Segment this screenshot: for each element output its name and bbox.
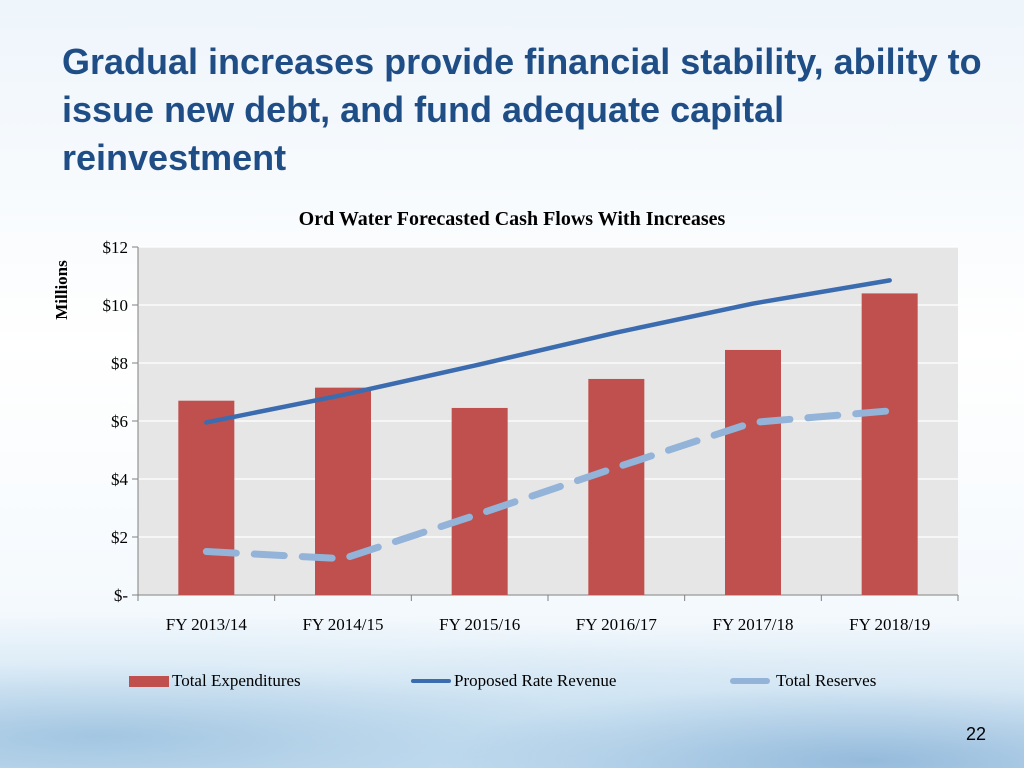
bar-total-expenditures	[451, 407, 508, 595]
line-total-reserves	[202, 407, 894, 563]
x-tick-label: FY 2015/16	[439, 615, 520, 634]
legend-swatch-revenue	[411, 679, 451, 683]
line-proposed-rate-revenue	[204, 278, 892, 425]
legend-item-proposed-rate-revenue: Proposed Rate Revenue	[411, 671, 616, 691]
y-tick-label: $8	[111, 354, 128, 373]
water-background-right	[0, 608, 1024, 768]
chart-legend: Total Expenditures Proposed Rate Revenue…	[0, 671, 1024, 693]
page-number: 22	[965, 724, 986, 744]
legend-label-revenue: Proposed Rate Revenue	[454, 671, 617, 690]
legend-item-total-reserves: Total Reserves	[730, 671, 876, 691]
legend-item-total-expenditures: Total Expenditures	[129, 671, 301, 691]
bar-total-expenditures	[315, 387, 371, 595]
legend-swatch-reserves	[730, 678, 770, 684]
bar-total-expenditures	[178, 400, 235, 595]
x-tick-label: FY 2013/14	[166, 615, 248, 634]
chart-title: Ord Water Forecasted Cash Flows With Inc…	[298, 208, 726, 230]
legend-swatch-expenditures	[129, 675, 169, 687]
legend-label-expenditures: Total Expenditures	[172, 671, 301, 690]
bar-total-expenditures	[725, 349, 781, 595]
y-tick-label: $4	[111, 470, 129, 489]
legend-label-reserves: Total Reserves	[776, 671, 877, 690]
x-tick-label: FY 2014/15	[302, 615, 383, 634]
y-tick-label: $10	[103, 296, 129, 315]
bar-total-expenditures	[588, 378, 645, 595]
x-tick-label: FY 2016/17	[576, 615, 658, 634]
x-tick-label: FY 2018/19	[849, 615, 930, 634]
y-tick-label: $-	[114, 586, 129, 605]
x-tick-label: FY 2017/18	[712, 615, 793, 634]
bar-total-expenditures	[861, 293, 918, 595]
slide-title: Gradual increases provide financial stab…	[62, 41, 982, 178]
y-tick-label: $6	[111, 412, 128, 431]
y-tick-label: $2	[111, 528, 128, 547]
y-tick-label: $12	[103, 238, 129, 257]
